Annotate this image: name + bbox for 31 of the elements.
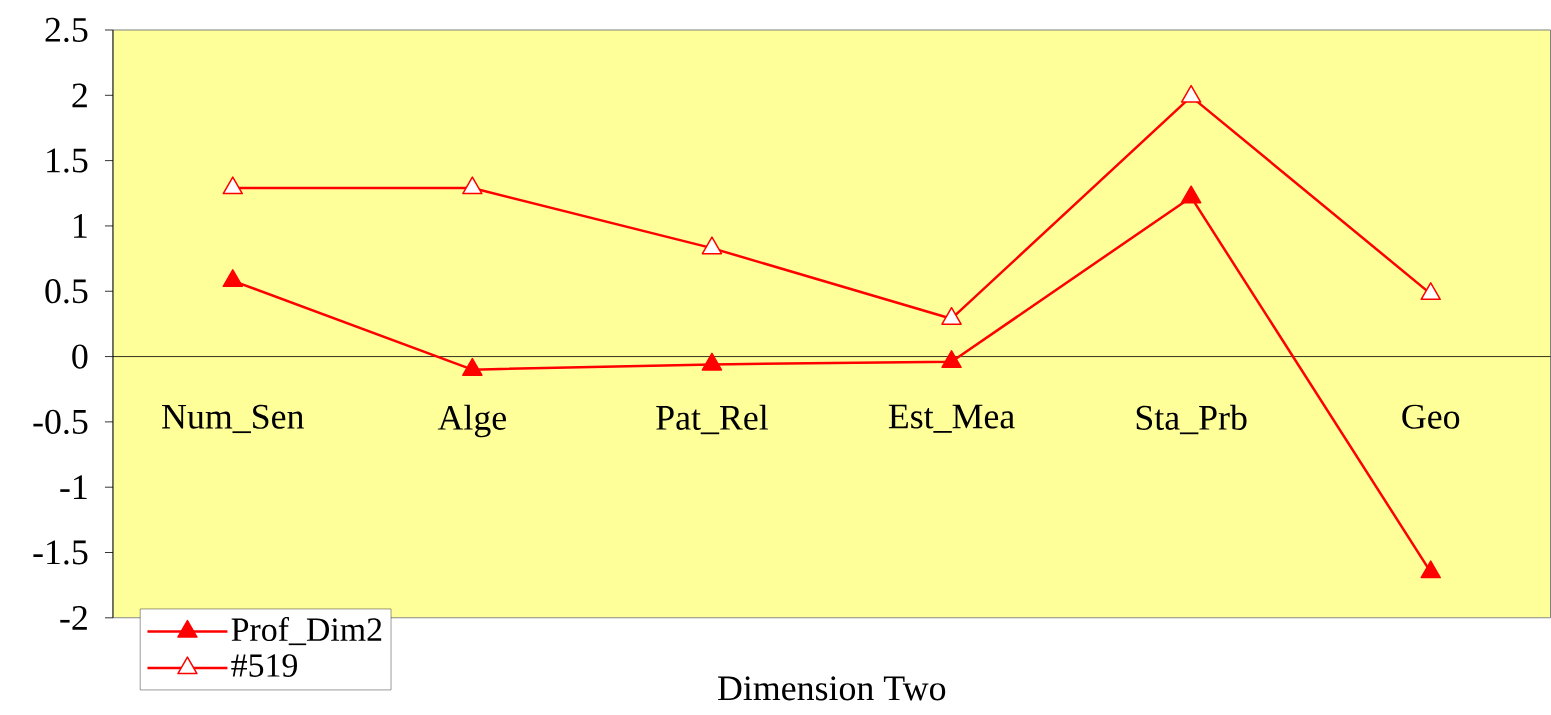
point	[222, 176, 244, 195]
y-tick-label: 0	[72, 344, 88, 369]
x-tick-label: Est_Mea	[888, 404, 1015, 433]
y-tick-label: -0.5	[33, 409, 88, 435]
point	[222, 269, 244, 288]
y-tick-label: -2	[60, 606, 87, 630]
point	[462, 357, 483, 376]
y-tick-label: 0.5	[45, 279, 88, 304]
legend-label: Prof_Dim2	[231, 617, 382, 646]
point	[1420, 560, 1441, 579]
point	[701, 352, 723, 371]
point	[1180, 185, 1202, 204]
x-tick-label: Sta_Prb	[1136, 404, 1247, 435]
point	[1420, 282, 1441, 301]
x-tick-label: Geo	[1402, 404, 1460, 429]
point	[941, 350, 962, 369]
y-tick-label: 2.5	[45, 17, 88, 43]
point	[1180, 84, 1202, 103]
point	[701, 236, 723, 255]
point	[462, 176, 483, 195]
y-tick-label: 2	[72, 83, 87, 108]
y-tick-label: 1.5	[47, 148, 88, 173]
y-tick-label: 1	[74, 214, 87, 238]
y-tick-label: -1	[60, 475, 87, 500]
x-tick-label: Alge	[437, 404, 506, 438]
point	[941, 307, 962, 326]
y-tick-label: -1.5	[33, 540, 88, 565]
x-tick-label: Pat_Rel	[656, 404, 769, 435]
legend-label: #519	[231, 654, 297, 677]
x-tick-label: Num_Sen	[162, 404, 304, 434]
x-axis-title: Dimension Two	[718, 676, 946, 701]
